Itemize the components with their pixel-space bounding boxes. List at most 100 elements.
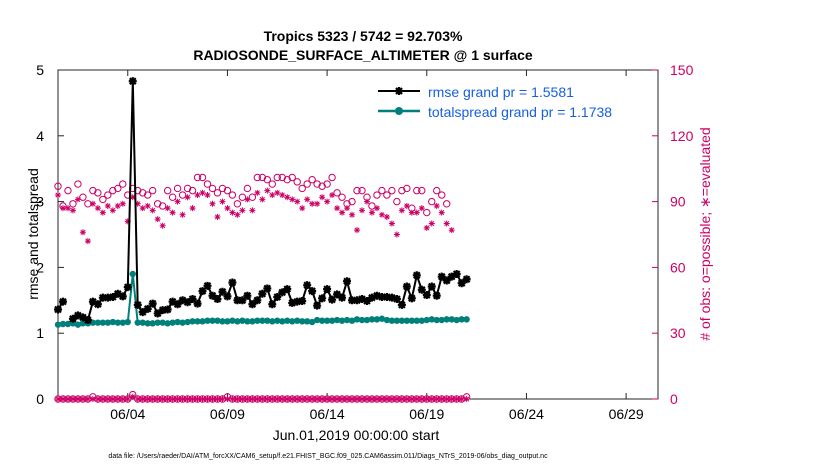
rmse-point [128, 77, 137, 86]
obs-evaluated-zero-marker [134, 396, 141, 402]
metric-lines [54, 77, 471, 328]
rmse-point [273, 293, 282, 302]
obs-evaluated-zero-marker [378, 396, 385, 402]
legend-rmse-label: rmse grand pr = 1.5581 [428, 84, 574, 100]
rmse-point [78, 313, 87, 322]
obs-evaluated-zero-marker [214, 396, 221, 402]
rmse-point [417, 285, 426, 294]
totalspread-point [438, 316, 445, 324]
rmse-point [392, 294, 401, 303]
obs-possible-marker [413, 186, 421, 195]
x-tick-label: 06/14 [310, 406, 345, 422]
obs-evaluated-zero-marker [55, 396, 61, 402]
totalspread-point [134, 319, 141, 326]
obs-possible-marker [243, 184, 252, 193]
totalspread-point [388, 317, 396, 324]
obs-evaluated-marker [264, 187, 271, 194]
rmse-point [377, 293, 386, 302]
obs-evaluated-marker [169, 209, 176, 216]
totalspread-point [433, 316, 440, 324]
obs-evaluated-zero-marker [299, 396, 306, 402]
obs-evaluated-marker [339, 209, 346, 216]
totalspread-point [124, 318, 131, 326]
totalspread-point [313, 316, 321, 324]
totalspread-point [114, 319, 122, 326]
rmse-point [462, 275, 471, 284]
rmse-point [442, 276, 451, 285]
obs-evaluated-marker [383, 213, 390, 220]
obs-possible-marker [433, 186, 441, 195]
totalspread-point [303, 318, 311, 325]
obs-evaluated-marker [418, 205, 425, 212]
obs-evaluated-zero-marker [244, 396, 251, 402]
rmse-point [258, 289, 267, 298]
obs-evaluated-zero-marker [319, 396, 326, 402]
obs-evaluated-marker [69, 207, 76, 214]
legend-spread-marker [395, 107, 403, 115]
totalspread-point [234, 318, 241, 325]
rmse-point [148, 299, 157, 308]
obs-evaluated-marker [79, 229, 86, 236]
obs-evaluated-zero-marker [219, 396, 226, 402]
totalspread-point [194, 318, 201, 325]
obs-evaluated-zero-marker [229, 396, 236, 402]
plot-area [57, 69, 659, 400]
rmse-point [447, 272, 456, 281]
right-axis: 0 30 60 90 120 150 [652, 62, 694, 407]
obs-evaluated-marker [214, 213, 221, 220]
obs-evaluated-marker [388, 220, 395, 227]
totalspread-point [184, 318, 191, 326]
obs-possible-marker [74, 180, 82, 188]
obs-evaluated-zero-marker [239, 396, 246, 402]
obs-evaluated-zero-marker [329, 396, 336, 402]
rmse-point [243, 291, 252, 300]
obs-evaluated-zero-marker [304, 396, 311, 402]
obs-possible-marker [218, 184, 227, 193]
rmse-point [58, 297, 67, 306]
rmse-point [83, 316, 92, 325]
rmse-point [248, 300, 257, 309]
obs-evaluated-zero-marker [383, 396, 390, 402]
y-axis-left-label: rmse and totalspread [25, 168, 41, 300]
obs-evaluated-marker [159, 222, 166, 229]
totalspread-point [393, 317, 401, 324]
obs-evaluated-marker [84, 238, 91, 245]
obs-possible-marker [258, 173, 267, 182]
rmse-point [193, 299, 202, 308]
obs-possible-marker [323, 180, 331, 188]
legend-rmse-marker [395, 87, 403, 95]
obs-evaluated-zero-marker [418, 396, 425, 402]
totalspread-point [229, 317, 236, 324]
obs-possible-marker [173, 184, 182, 193]
rmse-point [328, 295, 337, 304]
obs-evaluated-zero-marker [89, 396, 96, 402]
obs-evaluated-zero-marker [393, 396, 400, 402]
totalspread-point [279, 318, 286, 325]
obs-evaluated-zero-marker [309, 396, 316, 402]
obs-evaluated-marker [428, 220, 435, 227]
totalspread-point [328, 317, 336, 324]
obs-possible-marker [288, 173, 296, 182]
totalspread-point [174, 318, 181, 326]
totalspread-point [423, 316, 430, 324]
y-right-tick-label: 60 [670, 259, 686, 275]
y-left-tick-label: 5 [36, 62, 44, 78]
rmse-point [238, 296, 247, 305]
obs-evaluated-marker [319, 194, 326, 201]
obs-possible-marker [114, 184, 122, 193]
obs-evaluated-marker [329, 192, 336, 199]
obs-evaluated-marker [139, 205, 146, 212]
totalspread-point [259, 317, 266, 324]
totalspread-point [59, 320, 67, 328]
obs-evaluated-zero-marker [129, 393, 136, 400]
y-left-tick-label: 4 [36, 128, 44, 144]
obs-possible-marker [398, 186, 406, 195]
obs-possible-marker [353, 186, 361, 195]
obs-evaluated-marker [229, 209, 236, 216]
obs-evaluated-zero-marker [358, 396, 365, 402]
rmse-point [362, 296, 371, 305]
obs-evaluated-marker [344, 205, 351, 212]
obs-evaluated-marker [199, 189, 206, 196]
obs-evaluated-marker [403, 202, 410, 209]
totalspread-point [463, 316, 470, 323]
